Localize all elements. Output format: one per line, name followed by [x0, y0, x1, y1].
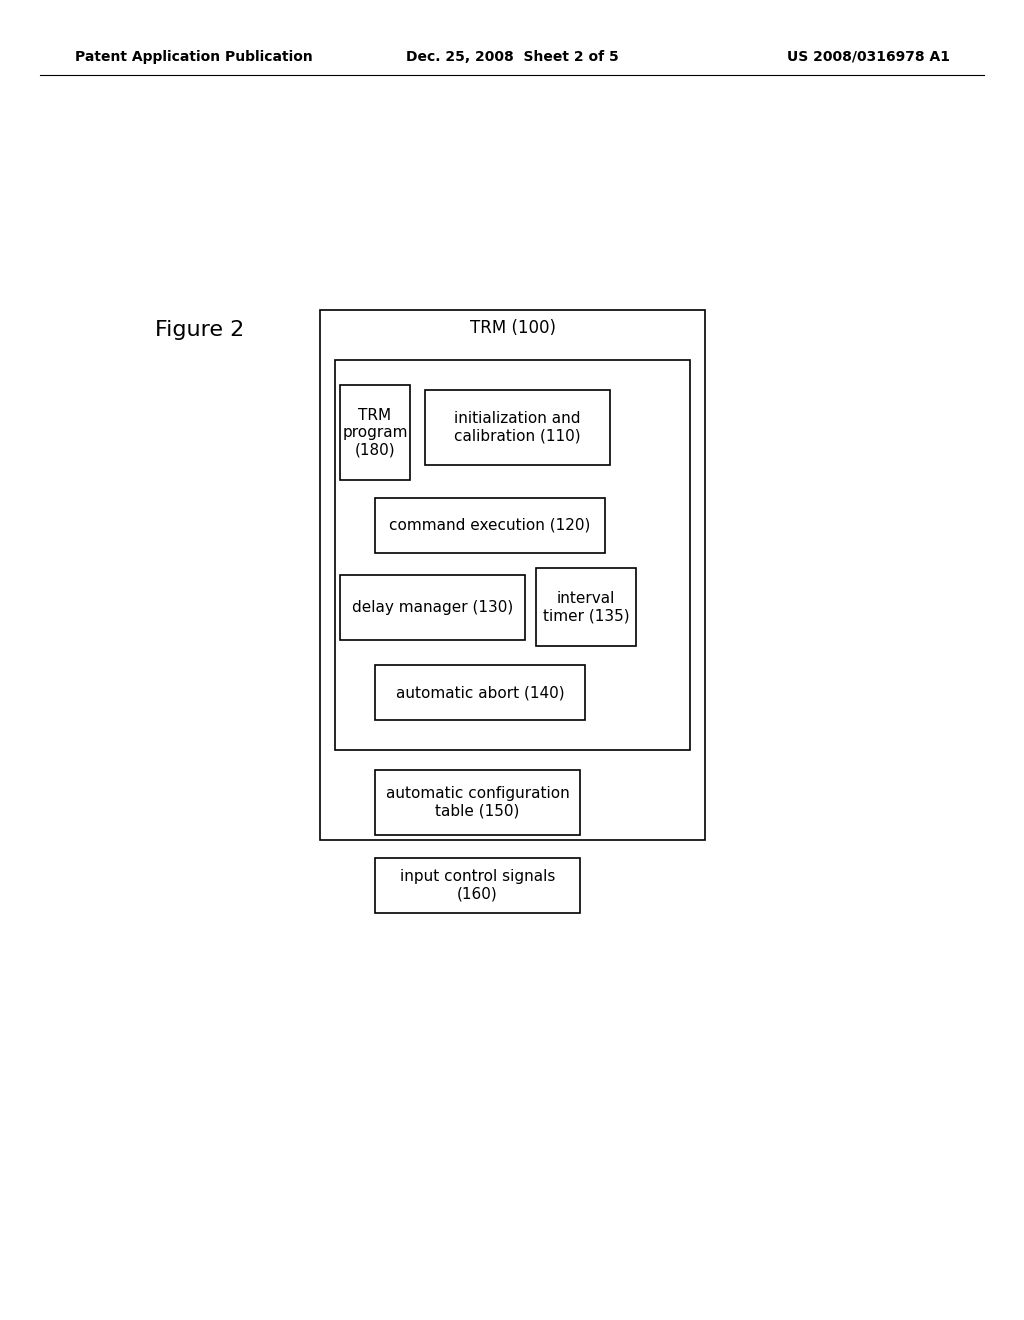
- Bar: [340, 385, 410, 480]
- Bar: [335, 360, 690, 750]
- Text: Dec. 25, 2008  Sheet 2 of 5: Dec. 25, 2008 Sheet 2 of 5: [406, 50, 618, 63]
- Text: Patent Application Publication: Patent Application Publication: [75, 50, 312, 63]
- Text: Figure 2: Figure 2: [155, 319, 245, 341]
- Text: delay manager (130): delay manager (130): [352, 601, 513, 615]
- Text: interval
timer (135): interval timer (135): [543, 591, 630, 623]
- Bar: [340, 576, 525, 640]
- Text: initialization and
calibration (110): initialization and calibration (110): [455, 412, 581, 444]
- Bar: [536, 568, 636, 645]
- Text: input control signals
(160): input control signals (160): [399, 870, 555, 902]
- Bar: [375, 665, 585, 719]
- Text: automatic configuration
table (150): automatic configuration table (150): [386, 787, 569, 818]
- Bar: [319, 310, 705, 840]
- Text: automatic abort (140): automatic abort (140): [395, 685, 564, 700]
- Bar: [375, 498, 605, 553]
- Text: TRM (100): TRM (100): [469, 319, 555, 337]
- Text: command execution (120): command execution (120): [389, 517, 591, 533]
- Bar: [375, 858, 580, 913]
- Bar: [375, 770, 580, 836]
- Text: US 2008/0316978 A1: US 2008/0316978 A1: [787, 50, 950, 63]
- Bar: [425, 389, 610, 465]
- Text: TRM
program
(180): TRM program (180): [342, 408, 408, 458]
